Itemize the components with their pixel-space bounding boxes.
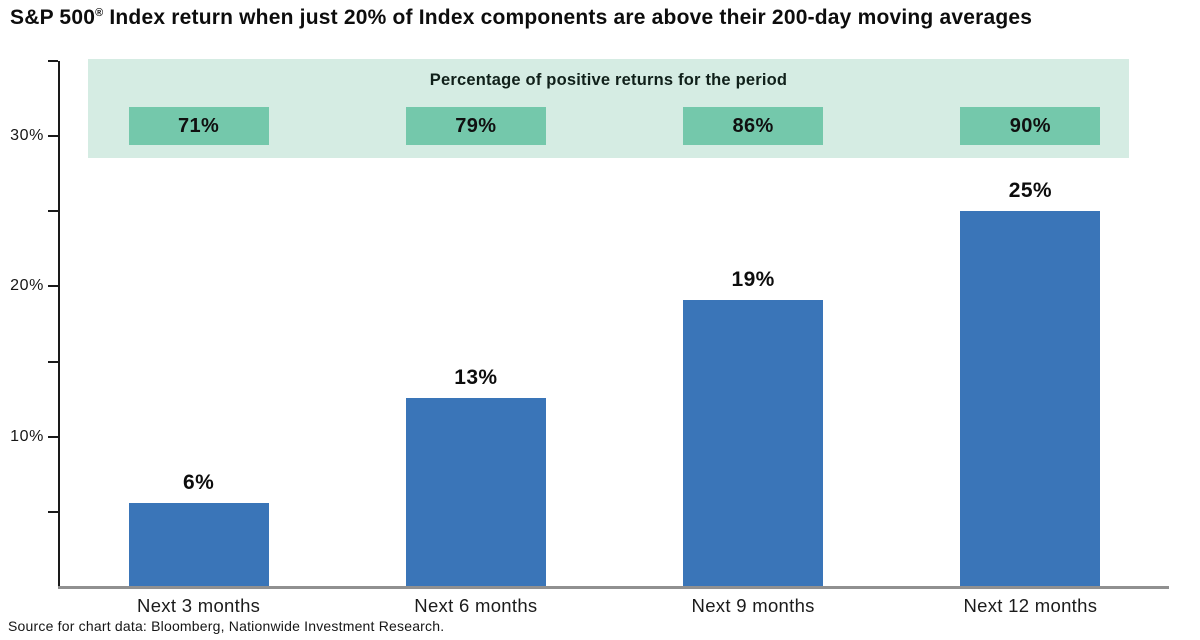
y-axis-tick (48, 135, 58, 138)
y-axis-tick-label: 30% (10, 127, 44, 145)
positive-returns-box-column: 71% (60, 107, 337, 145)
positive-return-box: 79% (405, 107, 546, 145)
plot-area: 6% 13% 19% 25% Next 3 months Next 6 mont… (10, 60, 1169, 616)
y-axis-tick (48, 435, 58, 438)
x-axis-label: Next 6 months (414, 595, 538, 616)
bar-next-3-months (128, 502, 269, 587)
source-note: Source for chart data: Bloomberg, Nation… (8, 618, 445, 634)
x-axis-baseline (58, 586, 1169, 589)
bar-column: 25% (892, 61, 1169, 587)
bar-next-12-months (960, 211, 1101, 587)
bar-column: 19% (615, 61, 892, 587)
bar-value-label: 13% (454, 365, 498, 389)
bar-value-label: 25% (1008, 179, 1052, 203)
positive-returns-box-column: 86% (615, 107, 892, 145)
chart-title-suffix: Index return when just 20% of Index comp… (103, 6, 1033, 29)
x-axis-label: Next 9 months (691, 595, 815, 616)
bars-row: 6% 13% 19% 25% (60, 61, 1169, 587)
y-axis-line (58, 61, 60, 589)
y-axis-tick (48, 510, 58, 513)
positive-returns-box-column: 79% (337, 107, 614, 145)
bar-next-9-months (683, 299, 824, 587)
y-axis-tick-label: 20% (10, 277, 44, 295)
positive-returns-boxes-row: 71% 79% 86% 90% (60, 107, 1169, 145)
x-axis-label: Next 12 months (963, 595, 1098, 616)
positive-return-box: 86% (683, 107, 824, 145)
y-axis-tick (48, 285, 58, 288)
bar-value-label: 6% (183, 470, 215, 494)
bar-next-6-months (405, 397, 546, 587)
x-axis-label: Next 3 months (137, 595, 261, 616)
chart-title-prefix: S&P 500 (10, 6, 96, 29)
x-axis-labels-row: Next 3 months Next 6 months Next 9 month… (60, 587, 1169, 617)
positive-returns-band-heading: Percentage of positive returns for the p… (429, 71, 788, 89)
registered-trademark-symbol: ® (95, 7, 104, 19)
positive-return-box: 71% (128, 107, 269, 145)
bar-column: 13% (337, 61, 614, 587)
y-axis-tick (48, 60, 58, 62)
chart-title: S&P 500® Index return when just 20% of I… (10, 6, 1032, 30)
y-axis-tick-label: 10% (10, 427, 44, 445)
positive-returns-box-column: 90% (892, 107, 1169, 145)
bar-column: 6% (60, 61, 337, 587)
bar-value-label: 19% (731, 267, 775, 291)
y-axis-tick (48, 360, 58, 363)
positive-return-box: 90% (960, 107, 1101, 145)
y-axis-tick (48, 210, 58, 213)
